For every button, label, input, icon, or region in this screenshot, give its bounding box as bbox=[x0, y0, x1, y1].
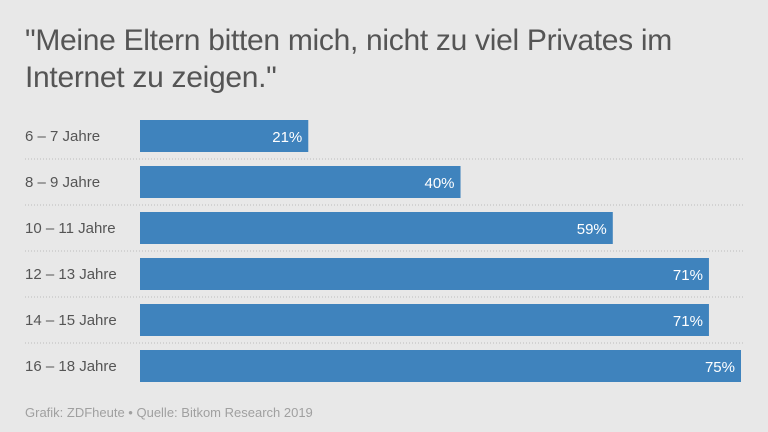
value-label: 71% bbox=[673, 313, 703, 330]
category-label: 16 – 18 Jahre bbox=[25, 358, 117, 375]
category-label: 8 – 9 Jahre bbox=[25, 174, 100, 191]
category-label: 10 – 11 Jahre bbox=[25, 220, 116, 237]
category-label: 12 – 13 Jahre bbox=[25, 266, 117, 283]
value-label: 59% bbox=[577, 221, 607, 238]
category-label: 14 – 15 Jahre bbox=[25, 312, 117, 329]
source-note: Grafik: ZDFheute • Quelle: Bitkom Resear… bbox=[25, 405, 313, 420]
value-label: 71% bbox=[673, 267, 703, 284]
bar bbox=[140, 212, 613, 244]
bar bbox=[140, 120, 309, 152]
value-label: 40% bbox=[425, 175, 455, 192]
bar bbox=[140, 166, 461, 198]
bar bbox=[140, 258, 709, 290]
value-label: 75% bbox=[705, 359, 735, 376]
value-label: 21% bbox=[272, 129, 302, 146]
chart-title: "Meine Eltern bitten mich, nicht zu viel… bbox=[25, 24, 672, 94]
category-label: 6 – 7 Jahre bbox=[25, 128, 100, 145]
bar bbox=[140, 350, 741, 382]
bar bbox=[140, 304, 709, 336]
